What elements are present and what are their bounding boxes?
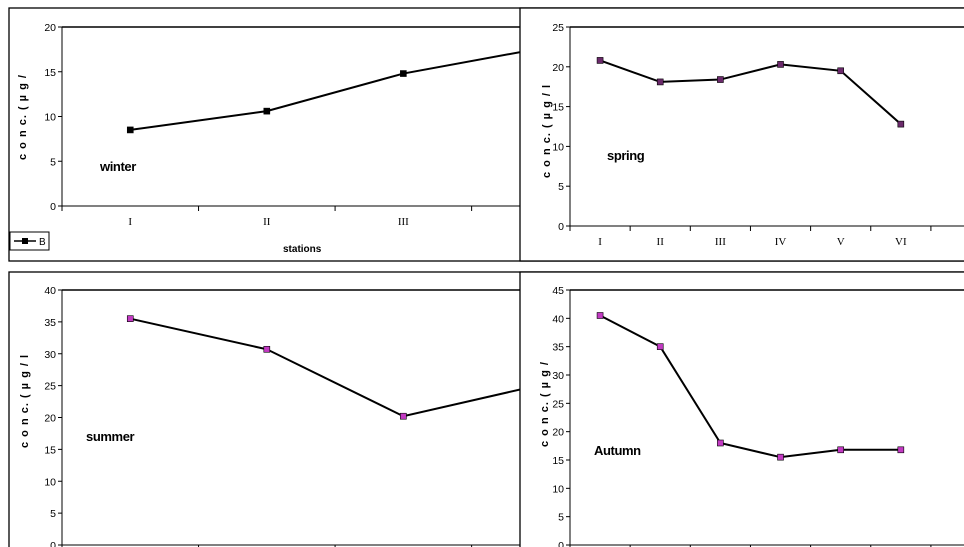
data-point — [263, 107, 271, 115]
series-line — [599, 314, 901, 459]
y-tick-label: 25 — [552, 398, 564, 410]
y-tick-label: 10 — [44, 476, 56, 488]
data-point — [897, 446, 905, 454]
chart-panel-autumn: 051015202530354045IIIIIIIVVVIc o n c. ( … — [519, 271, 964, 547]
y-tick-label: 5 — [558, 512, 564, 524]
x-tick-label: IV — [775, 236, 787, 248]
x-tick-label: I — [128, 216, 132, 228]
data-point — [126, 126, 134, 134]
y-tick-label: 40 — [552, 313, 564, 325]
data-point — [656, 78, 664, 86]
y-tick-label: 15 — [44, 67, 56, 79]
y-tick-label: 35 — [44, 317, 56, 329]
panel-frame — [519, 7, 964, 262]
y-tick-label: 5 — [50, 156, 56, 168]
data-point — [596, 312, 604, 319]
y-axis-label: c o n c. ( µ g / l — [19, 354, 31, 448]
y-tick-label: 40 — [44, 285, 56, 297]
x-tick-label: III — [398, 216, 409, 228]
y-tick-label: 25 — [44, 381, 56, 393]
data-point — [717, 439, 724, 447]
x-tick-label: V — [837, 236, 845, 248]
y-tick-label: 0 — [50, 540, 56, 547]
y-tick-label: 20 — [552, 62, 564, 74]
y-tick-label: 10 — [44, 112, 56, 124]
y-tick-label: 10 — [552, 483, 564, 495]
y-tick-label: 30 — [552, 370, 564, 382]
legend-label: B — [39, 237, 46, 248]
season-label: spring — [607, 148, 645, 163]
x-tick-label: II — [657, 236, 665, 248]
y-tick-label: 35 — [552, 342, 564, 354]
y-tick-label: 30 — [44, 349, 56, 361]
data-point — [717, 76, 724, 83]
season-label: Autumn — [594, 443, 641, 458]
y-tick-label: 15 — [552, 102, 564, 114]
data-point — [400, 412, 407, 420]
y-tick-label: 5 — [50, 508, 56, 520]
y-tick-label: 15 — [44, 444, 56, 456]
y-tick-label: 15 — [552, 455, 564, 467]
season-label: summer — [86, 429, 135, 444]
y-axis-label: c o n c. ( µ g / — [539, 361, 551, 447]
data-point — [263, 345, 271, 353]
y-tick-label: 45 — [552, 285, 564, 297]
data-point — [126, 315, 134, 322]
x-tick-label: II — [263, 216, 271, 228]
y-tick-label: 20 — [552, 427, 564, 439]
y-tick-label: 20 — [44, 413, 56, 425]
data-point — [656, 343, 664, 350]
data-point — [837, 446, 844, 454]
y-tick-label: 0 — [558, 221, 564, 233]
y-tick-label: 25 — [552, 22, 564, 34]
y-tick-label: 0 — [558, 540, 564, 547]
series-line — [599, 59, 902, 125]
x-tick-label: I — [598, 236, 602, 248]
data-point — [777, 61, 784, 68]
y-tick-label: 20 — [44, 22, 56, 34]
y-axis-label: c o n c. ( µ g / — [17, 74, 29, 160]
y-tick-label: 0 — [50, 201, 56, 213]
y-tick-label: 10 — [552, 141, 564, 153]
y-tick-label: 5 — [558, 181, 564, 193]
data-point — [777, 453, 784, 461]
panel-frame — [519, 271, 964, 547]
data-point — [596, 57, 604, 64]
legend-marker — [22, 238, 28, 244]
season-label: winter — [99, 159, 136, 174]
data-point — [400, 70, 407, 77]
x-tick-label: III — [715, 236, 726, 248]
data-point — [837, 67, 844, 75]
x-axis-label: stations — [283, 244, 322, 255]
y-axis-label: c o n c. ( µ g / l — [541, 84, 553, 178]
x-tick-label: VI — [895, 236, 907, 248]
data-point — [897, 120, 905, 128]
